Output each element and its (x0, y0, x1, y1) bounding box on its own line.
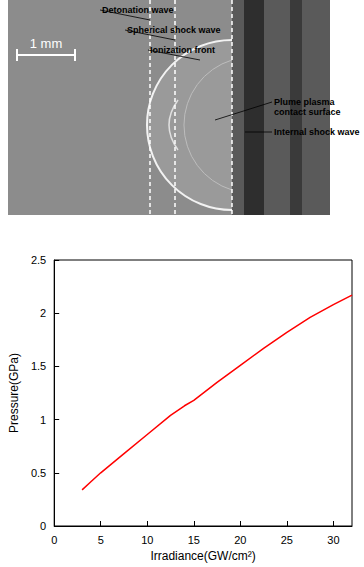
svg-text:Irradiance(GW/cm²): Irradiance(GW/cm²) (150, 549, 255, 563)
svg-text:1 mm: 1 mm (30, 36, 63, 51)
svg-text:2.5: 2.5 (31, 254, 46, 266)
svg-text:1: 1 (40, 414, 46, 426)
svg-text:15: 15 (188, 534, 200, 546)
svg-text:5: 5 (98, 534, 104, 546)
svg-text:25: 25 (281, 534, 293, 546)
svg-text:Spherical shock wave: Spherical shock wave (127, 25, 221, 35)
svg-text:2: 2 (40, 307, 46, 319)
svg-text:Ionization front: Ionization front (150, 45, 215, 55)
svg-text:0: 0 (40, 520, 46, 532)
svg-text:30: 30 (327, 534, 339, 546)
svg-text:0: 0 (51, 534, 57, 546)
svg-text:1.5: 1.5 (31, 360, 46, 372)
svg-text:Pressure(GPa): Pressure(GPa) (7, 353, 21, 433)
svg-text:Internal shock wave: Internal shock wave (274, 127, 360, 137)
svg-text:Plume plasmacontact surface: Plume plasmacontact surface (274, 97, 341, 117)
svg-text:Detonation wave: Detonation wave (102, 5, 174, 15)
svg-text:10: 10 (141, 534, 153, 546)
svg-text:20: 20 (234, 534, 246, 546)
svg-text:0.5: 0.5 (31, 467, 46, 479)
